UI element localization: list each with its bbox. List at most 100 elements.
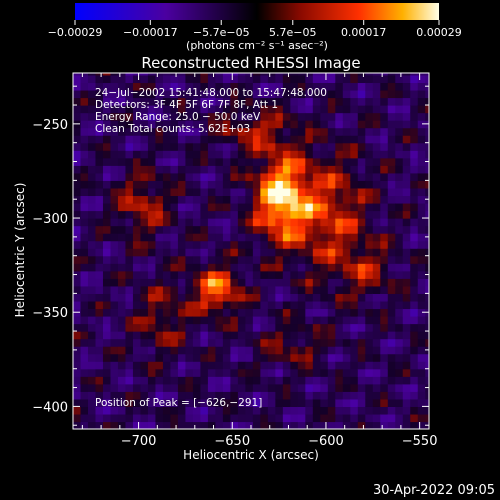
heatmap-cell [155,368,164,377]
heatmap-cell [132,225,142,234]
heatmap-cell [230,157,239,166]
heatmap-cell [365,135,374,144]
heatmap-cell [215,248,224,257]
heatmap-cell [230,82,239,91]
heatmap-cell [222,383,231,392]
heatmap-cell [402,368,411,377]
heatmap-cell [147,165,157,174]
heatmap-cell [267,293,276,302]
heatmap-cell [260,338,269,347]
heatmap-cell [110,353,119,362]
heatmap-cell [410,421,419,429]
heatmap-cell [73,300,82,310]
heatmap-cell [185,82,194,91]
heatmap-cell [305,376,314,385]
heatmap-cell [380,338,389,347]
heatmap-cell [312,240,321,249]
heatmap-cell [245,82,254,91]
heatmap-cell [312,300,321,310]
heatmap-cell [222,391,231,400]
heatmap-cell [200,383,209,392]
heatmap-cell [290,300,299,310]
heatmap-cell [110,263,119,272]
heatmap-cell [192,421,202,429]
heatmap-cell [185,361,194,370]
heatmap-cell [410,323,419,332]
heatmap-cell [162,74,172,84]
heatmap-cell [95,406,104,415]
heatmap-cell [252,240,261,249]
heatmap-cell [312,82,321,91]
heatmap-cell [410,233,419,242]
heatmap-cell [125,398,134,407]
heatmap-cell [155,112,164,121]
heatmap-cell [365,105,374,114]
heatmap-cell [237,112,246,121]
heatmap-cell [267,202,276,212]
heatmap-cell [192,308,202,317]
heatmap-cell [252,353,261,362]
heatmap-cell [102,293,112,302]
heatmap-cell [230,331,239,340]
heatmap-cell [192,278,202,287]
heatmap-cell [147,218,157,227]
heatmap-cell [222,172,231,181]
heatmap-cell [395,346,404,355]
heatmap-cell [192,323,202,332]
heatmap-cell [80,255,89,264]
heatmap-cell [222,82,231,91]
heatmap-cell [192,210,202,219]
heatmap-cell [312,315,321,325]
heatmap-cell [395,398,404,407]
heatmap-cell [200,89,209,99]
heatmap-cell [245,172,254,181]
heatmap-cell [95,233,104,242]
heatmap-cell [410,346,419,355]
heatmap-cell [102,74,112,84]
heatmap-cell [320,135,329,144]
heatmap-cell [327,421,336,429]
heatmap-cell [417,120,426,129]
heatmap-cell [402,127,411,136]
heatmap-cell [192,225,202,234]
heatmap-cell [320,255,329,264]
heatmap-cell [162,112,172,121]
heatmap-cell [312,338,321,347]
heatmap-cell [417,391,426,400]
heatmap-cell [275,315,284,325]
heatmap-cell [410,240,419,249]
heatmap-cell [417,361,426,370]
heatmap-cell [230,165,239,174]
heatmap-cell [192,135,202,144]
heatmap-cell [417,255,426,264]
heatmap-cell [260,218,269,227]
heatmap-cell [185,202,194,212]
heatmap-cell [155,202,164,212]
heatmap-cell [357,157,366,166]
heatmap-cell [222,315,231,325]
heatmap-cell [95,376,104,385]
heatmap-cell [267,406,276,415]
heatmap-cell [425,112,429,121]
heatmap-cell [312,127,321,136]
heatmap-cell [177,202,187,212]
heatmap-cell [320,97,329,106]
heatmap-cell [170,165,179,174]
heatmap-cell [125,270,134,279]
heatmap-cell [192,293,202,302]
heatmap-cell [140,195,149,204]
heatmap-cell [305,270,314,279]
heatmap-cell [312,89,321,99]
heatmap-cell [267,218,276,227]
heatmap-cell [402,73,411,76]
heatmap-cell [215,376,224,385]
heatmap-cell [402,361,411,370]
heatmap-cell [425,278,429,287]
heatmap-cell [230,105,239,114]
heatmap-cell [207,398,216,407]
heatmap-cell [410,127,419,136]
heatmap-cell [87,361,97,370]
heatmap-cell [357,406,366,415]
heatmap-cell [365,398,374,407]
heatmap-cell [357,368,366,377]
